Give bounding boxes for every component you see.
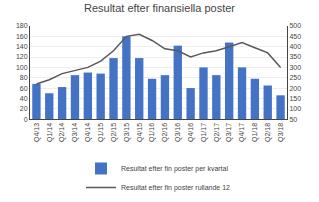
svg-text:Q3/15: Q3/15 (123, 123, 131, 142)
svg-text:120: 120 (16, 53, 28, 60)
svg-text:350: 350 (289, 53, 301, 60)
svg-text:150: 150 (289, 95, 301, 102)
svg-text:Q3/17: Q3/17 (225, 123, 233, 142)
svg-text:Q2/17: Q2/17 (213, 123, 221, 142)
svg-text:200: 200 (289, 85, 301, 92)
svg-text:160: 160 (16, 33, 28, 40)
svg-text:Q3/14: Q3/14 (71, 123, 79, 142)
svg-text:180: 180 (16, 22, 28, 29)
svg-text:500: 500 (289, 22, 301, 29)
svg-text:Q1/16: Q1/16 (148, 123, 156, 142)
svg-text:Resultat efter finansiella pos: Resultat efter finansiella poster (84, 2, 235, 14)
svg-text:Resultat efter fin poster rull: Resultat efter fin poster rullande 12 (121, 184, 230, 192)
svg-text:80: 80 (20, 74, 28, 81)
svg-text:50: 50 (289, 116, 297, 123)
svg-text:Q4/16: Q4/16 (187, 123, 195, 142)
svg-text:400: 400 (289, 43, 301, 50)
svg-text:20: 20 (20, 105, 28, 112)
svg-text:Q4/14: Q4/14 (84, 123, 92, 142)
svg-text:100: 100 (289, 105, 301, 112)
svg-text:0: 0 (24, 116, 28, 123)
svg-text:Q4/13: Q4/13 (33, 123, 41, 142)
svg-text:Q3/18: Q3/18 (277, 123, 285, 142)
svg-text:250: 250 (289, 74, 301, 81)
svg-text:Q2/16: Q2/16 (161, 123, 169, 142)
svg-text:Q1/15: Q1/15 (97, 123, 105, 142)
svg-text:40: 40 (20, 95, 28, 102)
svg-text:Q4/15: Q4/15 (136, 123, 144, 142)
svg-text:Q2/14: Q2/14 (58, 123, 66, 142)
svg-text:Resultat efter fin poster per: Resultat efter fin poster per kvartal (121, 165, 228, 173)
svg-text:140: 140 (16, 43, 28, 50)
svg-text:60: 60 (20, 85, 28, 92)
svg-text:Q1/14: Q1/14 (46, 123, 54, 142)
svg-text:Q3/16: Q3/16 (174, 123, 182, 142)
svg-text:Q1/17: Q1/17 (200, 123, 208, 142)
svg-text:Q1/18: Q1/18 (251, 123, 259, 142)
svg-text:Q2/15: Q2/15 (110, 123, 118, 142)
svg-text:450: 450 (289, 33, 301, 40)
svg-text:Q4/17: Q4/17 (238, 123, 246, 142)
svg-text:100: 100 (16, 64, 28, 71)
svg-text:300: 300 (289, 64, 301, 71)
svg-text:Q2/18: Q2/18 (264, 123, 272, 142)
